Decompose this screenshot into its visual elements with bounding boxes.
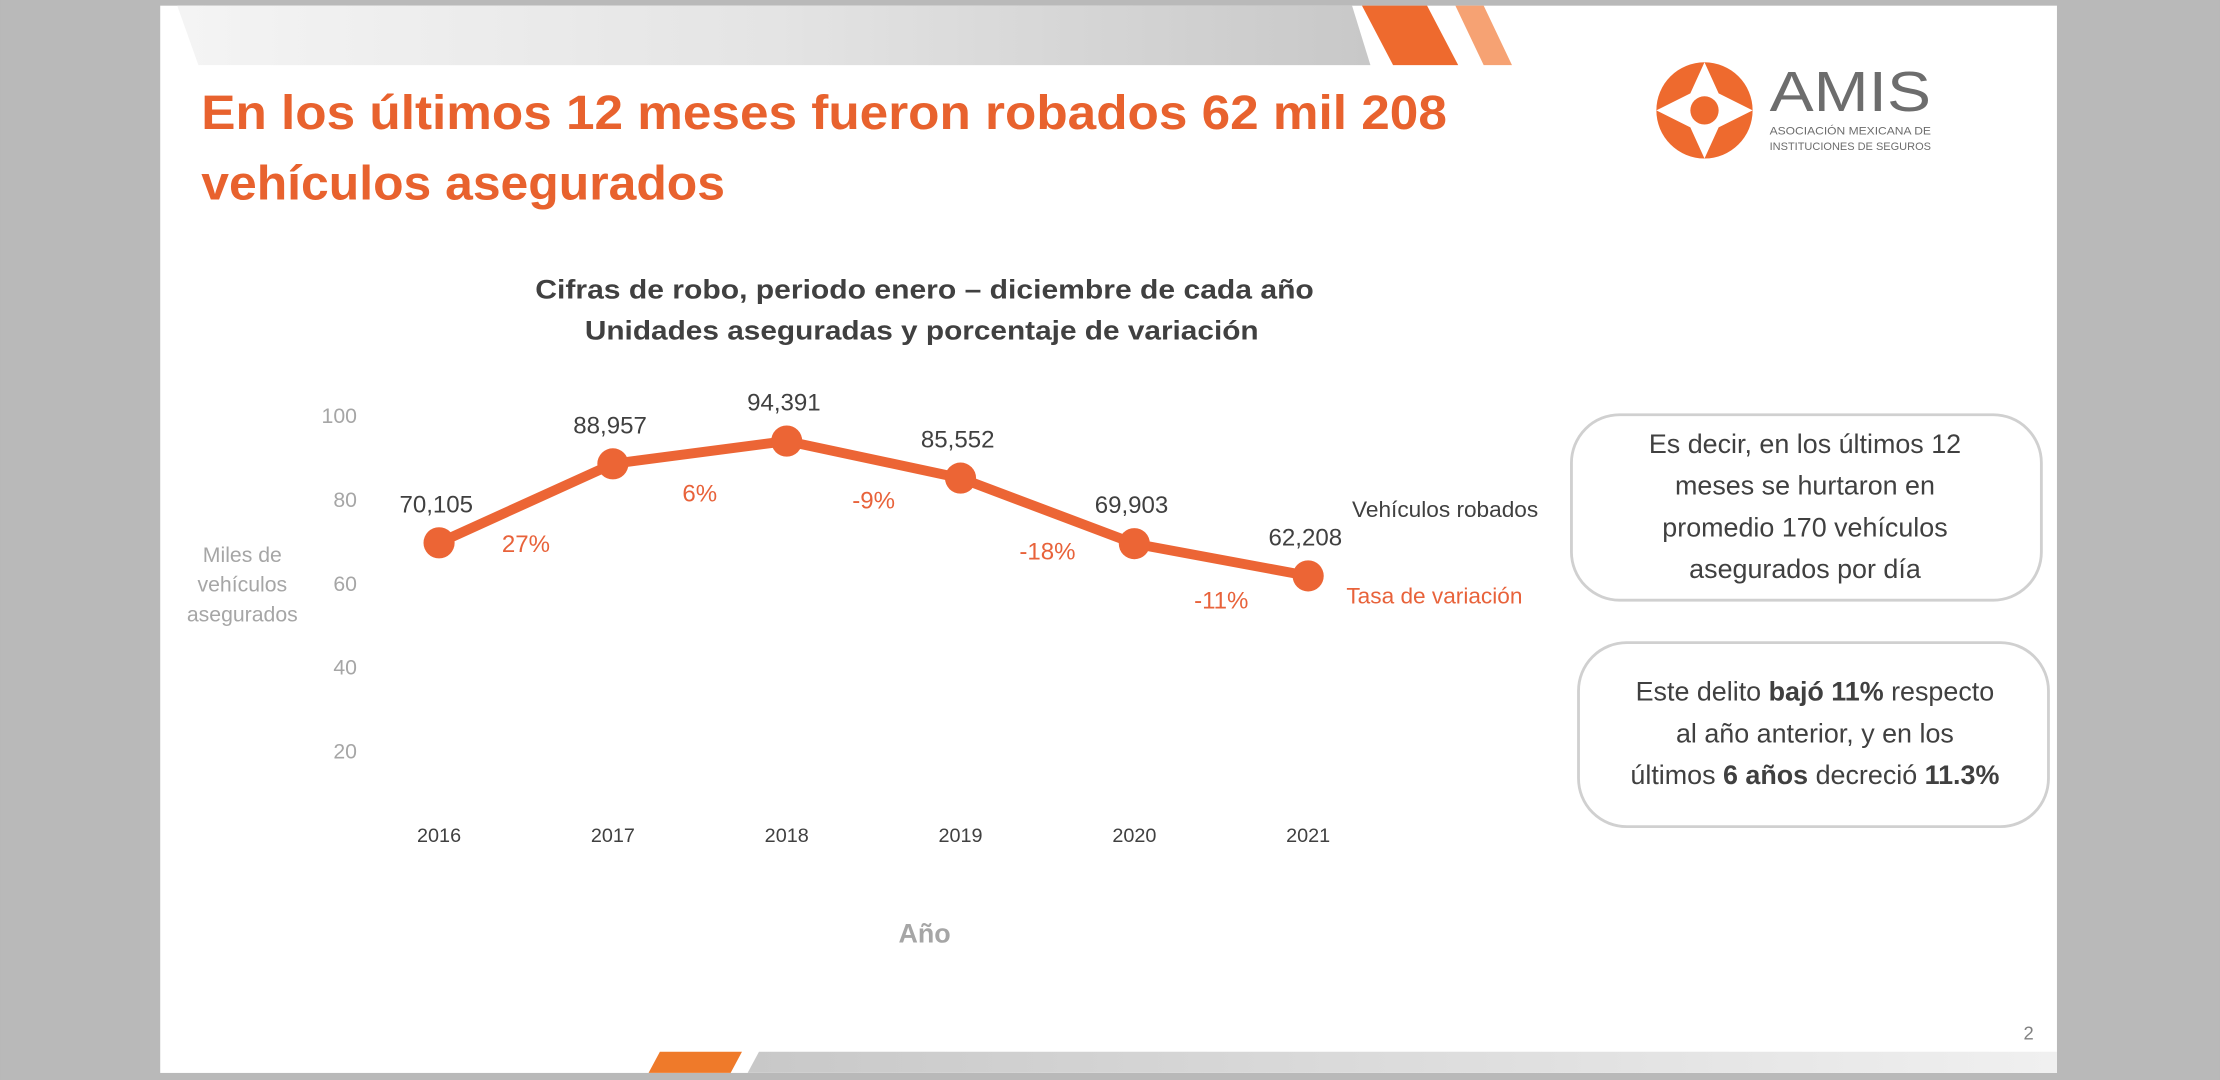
point-marker [423,527,455,559]
rate-label: 6% [682,480,717,507]
callout-run: bajó 11% [1769,677,1884,707]
point-marker [771,425,803,457]
callout-text: promedio 170 vehículos [1662,512,1947,542]
callout-text: últimos 6 años decreció 11.3% [1630,760,1999,790]
callout-text: Es decir, en los últimos 12 [1649,429,1961,459]
callout-run: decreció [1808,760,1925,790]
logo-mark-center [1690,96,1719,125]
callout-run: asegurados por día [1689,554,1921,584]
point-marker [944,462,977,494]
logo-subtitle: INSTITUCIONES DE SEGUROS [1770,141,1932,153]
x-tick-label: 2019 [939,825,983,847]
rate-label: -11% [1194,588,1248,615]
data-label: 69,903 [1095,492,1169,519]
callout-box [1577,641,2050,829]
y-tick-label: 20 [333,740,357,763]
page-number: 2 [2024,1023,2034,1044]
x-axis-label: Año [898,919,950,949]
series-line [437,436,1310,581]
rate-label: -9% [852,487,895,514]
bottom-stripe [648,1051,742,1073]
top-stripe [1361,5,1459,66]
slide-title: vehículos asegurados [201,157,725,211]
callout-box [1570,413,2043,602]
callout-run: 6 años [1723,760,1808,790]
chart-title: Unidades aseguradas y porcentaje de vari… [585,316,1259,346]
y-tick-label: 60 [333,573,357,596]
data-label: 70,105 [399,491,473,518]
data-label: 62,208 [1269,524,1343,551]
x-tick-label: 2018 [765,825,809,847]
logo-subtitle: ASOCIACIÓN MEXICANA DE [1770,125,1932,138]
callout-text: meses se hurtaron en [1675,471,1935,501]
x-tick-label: 2016 [417,825,461,847]
callout-run: 11.3% [1925,760,2000,790]
callout-text: asegurados por día [1689,554,1921,584]
y-axis-label: vehículos [197,574,287,597]
callout-run: promedio 170 vehículos [1662,512,1947,542]
callouts: Es decir, en los últimos 12 meses se hurt… [1630,429,1999,790]
rate-label: 27% [502,531,550,558]
data-label: 94,391 [747,390,821,417]
x-tick-label: 2017 [591,825,635,847]
series-label: Tasa de variación [1346,583,1522,608]
callout-run: al año anterior, y en los [1676,718,1954,748]
callout-run: Es decir, en los últimos 12 [1649,429,1961,459]
callout-run: meses se hurtaron en [1675,471,1935,501]
callout-text: Este delito bajó 11% respecto [1636,677,1995,707]
point-marker [1118,528,1150,560]
data-label: 85,552 [921,427,995,454]
top-stripe [1455,5,1512,66]
callout-run: respecto [1884,677,1995,707]
top-band [177,5,1371,66]
point-marker [1292,560,1324,592]
logo-name: AMIS [1770,60,1931,123]
callout-run: Este delito [1636,677,1769,707]
chart-title: Cifras de robo, periodo enero – diciembr… [535,275,1314,305]
y-tick-label: 100 [322,405,357,428]
logo: AMIS ASOCIACIÓN MEXICANA DE INSTITUCIONE… [1656,60,1932,159]
x-tick-label: 2020 [1112,825,1156,847]
data-label: 88,957 [573,412,647,439]
y-axis-label: Miles de [203,544,282,567]
y-tick-label: 40 [333,657,357,680]
slide-title: En los últimos 12 meses fueron robados 6… [201,86,1447,140]
bottom-band [747,1051,2057,1073]
point-marker [597,448,629,480]
rate-label: -18% [1019,539,1075,566]
x-tick-label: 2021 [1286,825,1330,847]
y-axis-label: asegurados [187,603,298,626]
callout-text: al año anterior, y en los [1676,718,1954,748]
y-tick-label: 80 [333,489,357,512]
series-label: Vehículos robados [1352,497,1538,522]
callout-run: últimos [1630,760,1723,790]
